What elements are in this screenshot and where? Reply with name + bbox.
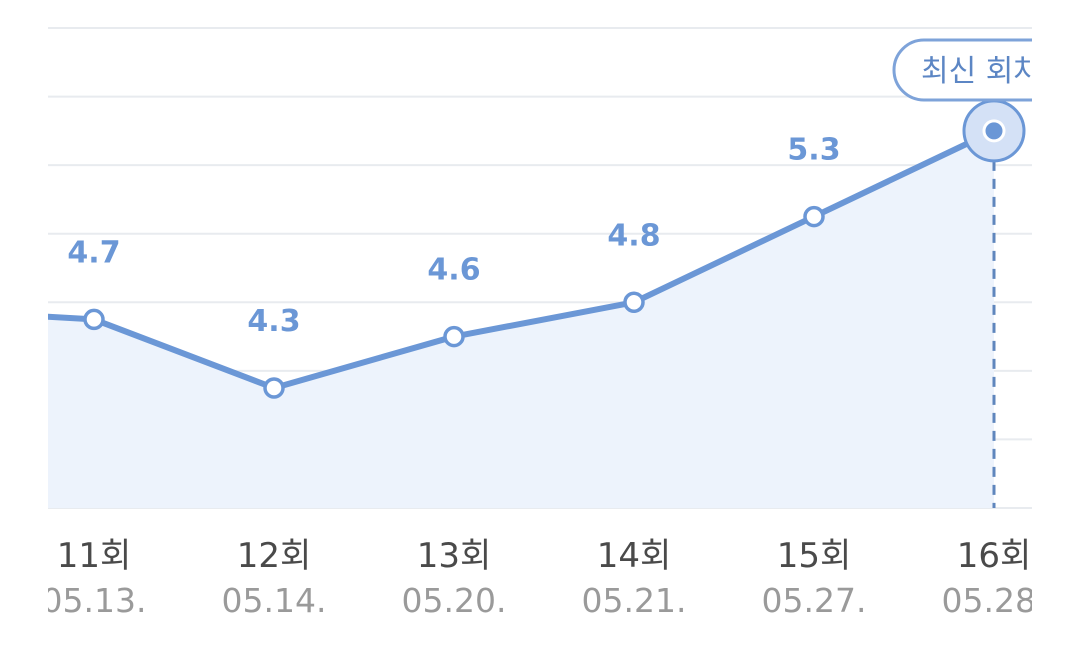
round-label: 16회: [957, 536, 1032, 576]
value-label: 4.7: [67, 235, 120, 270]
date-label: 05.28.: [942, 581, 1047, 620]
date-label: 05.14.: [222, 581, 327, 620]
data-point: [263, 377, 285, 399]
round-label: 11회: [57, 536, 132, 576]
value-label: 4.6: [427, 253, 480, 288]
latest-round-badge-label: 최신 회차: [921, 54, 1041, 89]
latest-round-badge-box: [892, 38, 1032, 102]
data-point: [83, 308, 105, 331]
round-label: 12회: [237, 536, 312, 576]
data-point: [982, 119, 1006, 143]
data-point: [803, 205, 825, 228]
area-fill: [48, 130, 994, 508]
value-label: 4.3: [247, 304, 300, 339]
date-label: 05.20.: [402, 581, 507, 620]
data-points: [83, 99, 1026, 399]
date-label: 05.13.: [42, 581, 147, 620]
latest-round-badge: 최신 회차: [892, 38, 1041, 102]
date-label: 05.27.: [762, 581, 867, 620]
round-label: 13회: [417, 536, 492, 576]
data-point: [443, 325, 465, 348]
x-axis-labels: 11회 05.13. 12회 05.14. 13회 05.20. 14회 05.21. 15회 0…: [42, 536, 1047, 620]
date-label: 05.21.: [582, 581, 687, 620]
data-point: [623, 291, 645, 314]
value-label: 4.8: [607, 218, 660, 253]
round-label: 14회: [597, 536, 672, 576]
value-label: 5.3: [787, 133, 840, 168]
round-label: 15회: [777, 536, 852, 576]
